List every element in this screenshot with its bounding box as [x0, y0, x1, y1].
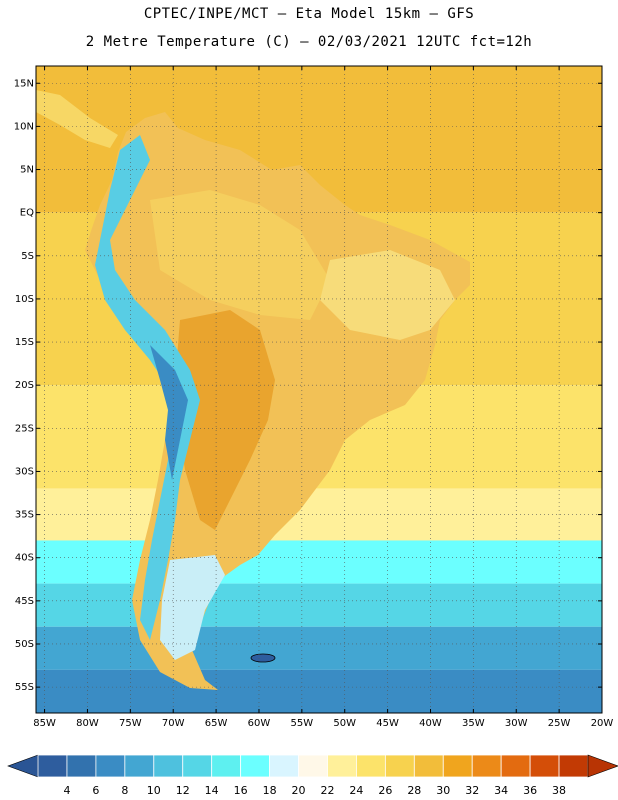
colorbar-swatch: [66, 754, 97, 778]
lon-label: 75W: [119, 718, 142, 729]
lon-label: 35W: [462, 718, 485, 729]
lon-label: 70W: [162, 718, 185, 729]
colorbar-swatch: [356, 754, 386, 778]
central-america-landmass: [36, 90, 118, 148]
lon-label: 45W: [376, 718, 399, 729]
warm-interior-region: [176, 310, 275, 530]
ocean-band-5: [36, 583, 602, 627]
falkland-islands: [250, 653, 276, 663]
continent-temperature-field: [36, 90, 470, 690]
colorbar-label: 32: [465, 784, 479, 797]
colorbar-swatch: [298, 754, 328, 778]
colorbar-overflow-arrow: [587, 754, 618, 778]
colorbar-label: 12: [176, 784, 190, 797]
longitude-labels: 85W 80W 75W 70W 65W 60W 55W 50W 45W 40W 35W 30W 25W 2…: [33, 66, 613, 729]
lat-label: EQ: [20, 208, 34, 219]
colorbar-swatch: [442, 754, 473, 778]
colorbar-swatch: [211, 754, 242, 778]
colorbar-swatch: [240, 754, 270, 778]
colorbar-swatch: [95, 754, 126, 778]
lat-label: 30S: [15, 466, 34, 477]
colorbar-swatch: [153, 754, 184, 778]
colorbar-swatch: [413, 754, 444, 778]
lat-label: 55S: [15, 682, 34, 693]
colorbar-label: 30: [436, 784, 450, 797]
andes-cold-strip: [95, 135, 200, 640]
ocean-band-6: [36, 626, 602, 670]
colorbar: 4 6 8 10 12 14 16 18 20 22 24 26 28 30 32 34 36 38: [7, 754, 618, 797]
colorbar-label: 4: [63, 784, 70, 797]
latitude-labels: 15N 10N 5N EQ 5S 10S 15S 20S 25S 30S 35S 40S 45S 50S 5…: [14, 78, 602, 693]
patagonia-region: [160, 555, 225, 660]
colorbar-label: 14: [205, 784, 219, 797]
amazon-region: [150, 190, 330, 320]
lon-label: 30W: [505, 718, 528, 729]
lon-label: 20W: [591, 718, 614, 729]
lat-label: 25S: [15, 423, 34, 434]
colorbar-label: 28: [407, 784, 421, 797]
colorbar-swatch: [37, 754, 68, 778]
lat-label: 50S: [15, 639, 34, 650]
colorbar-label: 36: [523, 784, 537, 797]
lon-label: 60W: [248, 718, 271, 729]
colorbar-label: 8: [121, 784, 128, 797]
lat-label: 15N: [14, 78, 34, 89]
colorbar-swatch: [327, 754, 357, 778]
colorbar-swatch: [471, 754, 502, 778]
colorbar-swatch: [558, 754, 589, 778]
ocean-band-7: [36, 669, 602, 713]
colorbar-label: 16: [234, 784, 248, 797]
lon-label: 55W: [291, 718, 314, 729]
lat-label: 40S: [15, 553, 34, 564]
lon-label: 65W: [205, 718, 228, 729]
colorbar-swatch: [269, 754, 299, 778]
colorbar-label: 18: [263, 784, 277, 797]
andes-core: [150, 345, 188, 480]
colorbar-label: 10: [147, 784, 161, 797]
lat-label: 45S: [15, 596, 34, 607]
lon-label: 25W: [548, 718, 571, 729]
lon-label: 80W: [76, 718, 99, 729]
colorbar-swatch: [124, 754, 155, 778]
lat-label: 10N: [14, 121, 34, 132]
ocean-band-4: [36, 540, 602, 584]
lon-label: 85W: [33, 718, 56, 729]
lat-label: 10S: [15, 294, 34, 305]
map-frame: [35, 65, 603, 714]
lon-label: 40W: [419, 718, 442, 729]
colorbar-label: 22: [320, 784, 334, 797]
lat-label: 5N: [20, 165, 34, 176]
colorbar-label: 38: [552, 784, 566, 797]
colorbar-label: 6: [92, 784, 99, 797]
lat-label: 15S: [15, 337, 34, 348]
colorbar-label: 26: [378, 784, 392, 797]
lat-label: 5S: [21, 251, 34, 262]
title-line-1: CPTEC/INPE/MCT – Eta Model 15km – GFS: [143, 6, 475, 22]
lon-label: 50W: [333, 718, 356, 729]
colorbar-label: 24: [349, 784, 363, 797]
colorbar-swatch: [529, 754, 560, 778]
colorbar-label: 20: [292, 784, 306, 797]
colorbar-label: 34: [494, 784, 508, 797]
colorbar-swatch: [182, 754, 213, 778]
colorbar-underflow-arrow: [7, 754, 39, 778]
colorbar-swatch: [384, 754, 415, 778]
colorbar-swatch: [500, 754, 531, 778]
lat-label: 20S: [15, 380, 34, 391]
lat-label: 35S: [15, 510, 34, 521]
title-line-2: 2 Metre Temperature (C) – 02/03/2021 12U…: [85, 34, 533, 50]
